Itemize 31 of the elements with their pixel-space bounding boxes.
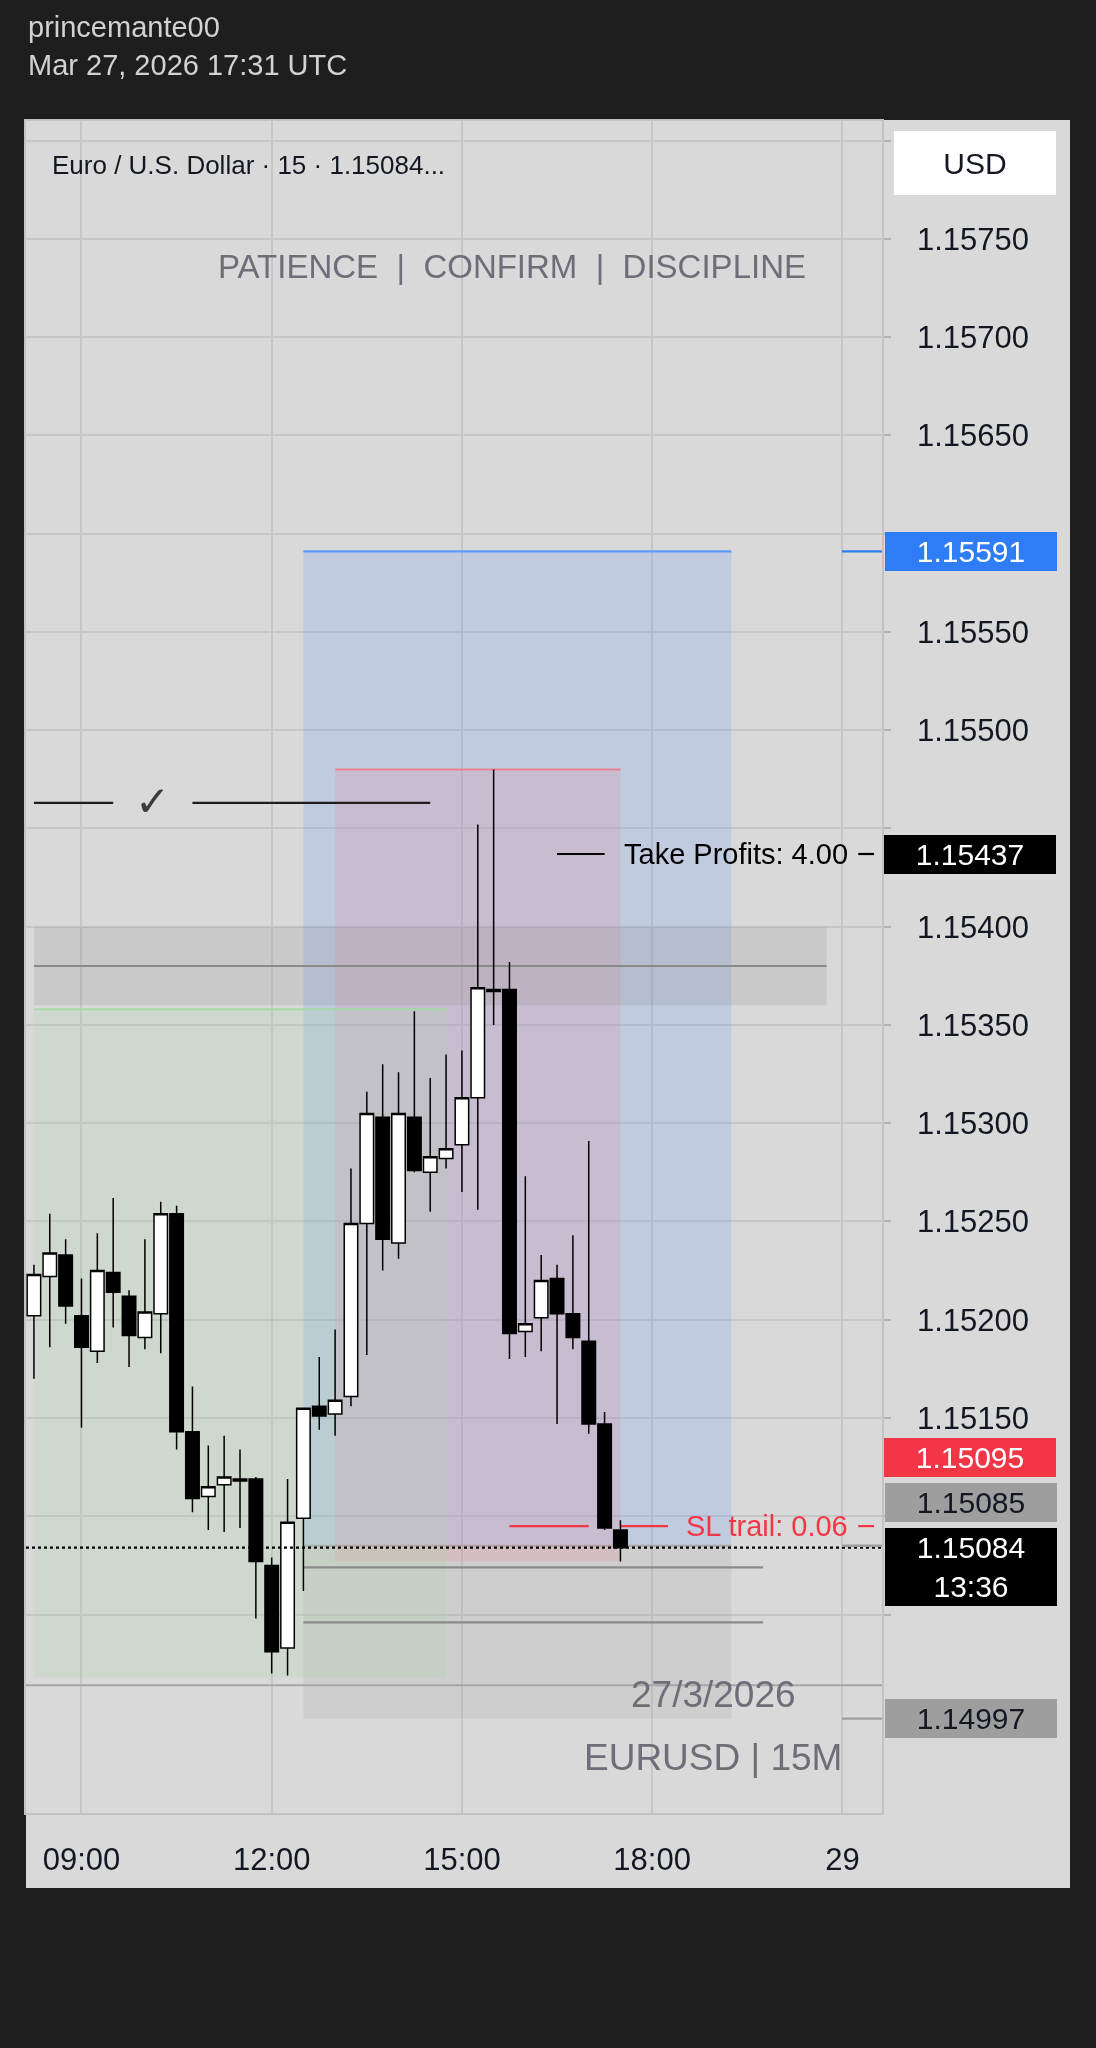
y-axis-title: USD xyxy=(943,146,1007,180)
x-tick-label: 12:00 xyxy=(232,1841,311,1877)
text: Euro / U.S. Dollar · 15 · 1.15084... xyxy=(52,150,446,180)
annotation: PATIENCE | CONFIRM | DISCIPLINE xyxy=(218,248,806,285)
x-tick-label: 18:00 xyxy=(613,1841,691,1877)
x-tick-label: 15:00 xyxy=(423,1841,501,1877)
series-label: Take Profits: 4.00 xyxy=(624,838,849,870)
y-tick-label: 1.15300 xyxy=(916,1106,1030,1142)
series-label: SL trail: 0.06 xyxy=(686,1510,848,1542)
y-tick-label: 1.15500 xyxy=(916,713,1030,749)
data-label: 1.15437 xyxy=(915,838,1025,871)
ref-line-label: 1.14997 xyxy=(916,1702,1026,1735)
data-label: 1.15095 xyxy=(915,1441,1025,1474)
chart-title: princemante00 Mar 27, 2026 17:31 UTC xyxy=(28,10,348,81)
x-tick-label: 29 xyxy=(825,1841,860,1877)
y-tick-label: 1.15400 xyxy=(916,909,1030,945)
annotation: 27/3/2026 xyxy=(631,1674,796,1715)
x-tick-label: 09:00 xyxy=(42,1841,121,1877)
y-tick-label: 1.15150 xyxy=(916,1400,1030,1436)
ref-line-label: 1.15085 xyxy=(916,1486,1026,1519)
y-tick-label: 1.15550 xyxy=(916,614,1030,650)
ref-line-label: 1.15591 xyxy=(916,535,1026,568)
y-tick-label: 1.15750 xyxy=(916,221,1030,257)
y-tick-label: 1.15200 xyxy=(916,1302,1030,1338)
annotation: EURUSD | 15M xyxy=(584,1737,843,1778)
annotation: ✓ xyxy=(135,777,171,826)
y-tick-label: 1.15700 xyxy=(916,320,1030,356)
y-tick-label: 1.15350 xyxy=(916,1007,1030,1043)
y-tick-label: 1.15250 xyxy=(916,1204,1030,1240)
ref-line-label: 1.15084 13:36 xyxy=(916,1531,1026,1603)
y-tick-label: 1.15650 xyxy=(916,418,1030,454)
